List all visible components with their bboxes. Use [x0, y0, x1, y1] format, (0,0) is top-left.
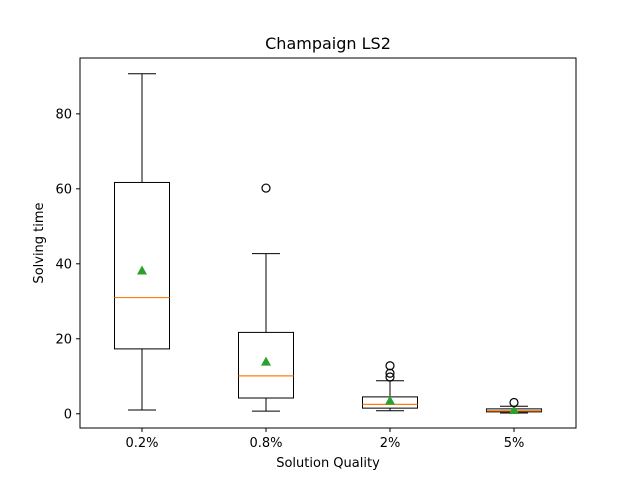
y-tick-label: 20 — [55, 332, 72, 347]
x-tick-label: 0.2% — [125, 436, 158, 451]
x-tick-label: 2% — [380, 436, 401, 451]
plot-area — [79, 57, 577, 429]
mean-marker — [509, 405, 519, 415]
outlier-point — [261, 183, 271, 193]
box — [114, 181, 170, 350]
boxes — [114, 73, 542, 415]
box — [238, 331, 294, 399]
y-axis: 0 20 40 60 80 — [55, 107, 80, 422]
x-tick-label: 5% — [504, 436, 525, 451]
y-tick-label: 40 — [55, 257, 72, 272]
x-tick-label: 0.8% — [249, 436, 282, 451]
outlier-point — [509, 397, 519, 408]
mean-marker — [385, 395, 395, 405]
mean-marker — [261, 356, 271, 366]
outlier-point — [385, 372, 395, 382]
chart-title: Champaign LS2 — [265, 34, 391, 53]
box-group — [362, 361, 418, 412]
box-group — [238, 183, 294, 412]
y-tick-label: 0 — [64, 407, 72, 422]
mean-marker — [137, 265, 147, 275]
x-axis-label: Solution Quality — [276, 456, 380, 471]
box-group — [114, 73, 170, 411]
outlier-point — [385, 361, 395, 371]
box-group — [486, 397, 542, 415]
y-tick-label: 60 — [55, 182, 72, 197]
y-tick-label: 80 — [55, 107, 72, 122]
y-axis-label: Solving time — [32, 202, 47, 283]
x-axis: 0.2% 0.8% 2% 5% — [125, 428, 524, 451]
